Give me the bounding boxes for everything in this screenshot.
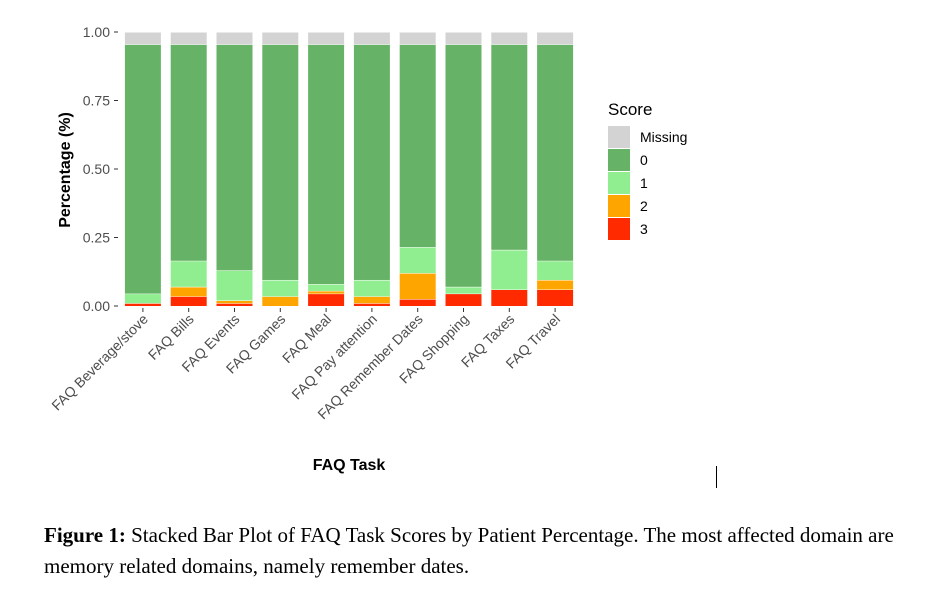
bar-segment-score-missing [216,32,253,45]
bar-segment-score-0 [537,44,574,261]
y-tick-label: 0.75 [83,93,110,109]
bar-segment-score-missing [537,32,574,45]
legend-key-missing [608,126,630,148]
bar-segment-score-0 [399,44,436,248]
legend-key-2 [608,195,630,217]
bar-segment-score-missing [491,32,528,45]
bar-segment-score-0 [353,44,390,280]
bar-segment-score-2 [353,296,390,304]
legend-key-0 [608,149,630,171]
bar-segment-score-1 [216,270,253,301]
bar-segment-score-2 [216,300,253,304]
bar-segment-score-0 [124,44,161,294]
bar-segment-score-2 [399,273,436,300]
y-tick-label: 0.00 [83,298,110,314]
stacked-bar-chart: 0.000.250.500.751.00 FAQ Beverage/stoveF… [48,24,687,474]
bar-segment-score-2 [170,286,207,297]
bar-segment-score-0 [491,44,528,250]
bar-segment-score-1 [491,249,528,290]
bar-segment-score-missing [445,32,482,45]
bar-segment-score-1 [445,286,482,294]
y-tick-label: 1.00 [83,24,110,40]
bar-segment-score-3 [216,303,253,306]
legend-key-1 [608,172,630,194]
legend-label: 0 [640,152,648,168]
bar-segment-score-2 [262,296,299,306]
bar-segment-score-0 [170,44,207,261]
bar-segment-score-1 [353,279,390,297]
bar-segment-score-1 [124,293,161,304]
bar-segment-score-0 [308,44,345,285]
bar-segment-score-missing [308,32,345,45]
bar-segment-score-missing [399,32,436,45]
x-axis-title: FAQ Task [313,457,386,474]
bar-segment-score-3 [399,299,436,306]
legend-key-3 [608,218,630,240]
legend-label: 3 [640,221,648,237]
bar-segment-score-1 [308,284,345,291]
y-axis-title: Percentage (%) [57,112,74,228]
legend-title: Score [608,100,652,119]
legend-label: Missing [640,129,687,145]
bar-segment-score-3 [353,303,390,306]
x-tick-label: FAQ Beverage/stove [48,311,151,414]
caption-text: Stacked Bar Plot of FAQ Task Scores by P… [44,523,894,578]
bar-segment-score-0 [216,44,253,271]
bar-segment-score-2 [537,279,574,290]
figure-caption: Figure 1: Stacked Bar Plot of FAQ Task S… [44,520,904,582]
y-tick-label: 0.25 [83,230,110,246]
bar-segment-score-1 [399,247,436,274]
bar-segment-score-3 [170,296,207,306]
x-tick-label: FAQ Pay attention [288,311,380,403]
bar-segment-score-missing [353,32,390,45]
caption-label: Figure 1: [44,523,126,547]
bar-segment-score-3 [491,289,528,306]
bar-segment-score-1 [170,260,207,287]
bars-group [124,31,574,306]
text-cursor [716,466,717,488]
bar-segment-score-0 [445,44,482,287]
bar-segment-score-missing [262,32,299,45]
y-axis-ticks: 0.00 0.25 0.50 0.75 1.00 [83,24,118,314]
bar-segment-score-3 [124,303,161,306]
legend-label: 1 [640,175,648,191]
bar-segment-score-3 [537,289,574,306]
legend-label: 2 [640,198,648,214]
bar-segment-score-1 [537,260,574,280]
bar-segment-score-3 [308,293,345,306]
y-tick-label: 0.50 [83,161,110,177]
bar-segment-score-0 [262,44,299,280]
bar-segment-score-2 [308,290,345,294]
legend: Score Missing 0 1 2 3 [608,100,687,240]
bar-segment-score-missing [124,32,161,45]
bar-segment-score-3 [445,293,482,306]
bar-segment-score-missing [170,32,207,45]
bar-segment-score-1 [262,279,299,297]
